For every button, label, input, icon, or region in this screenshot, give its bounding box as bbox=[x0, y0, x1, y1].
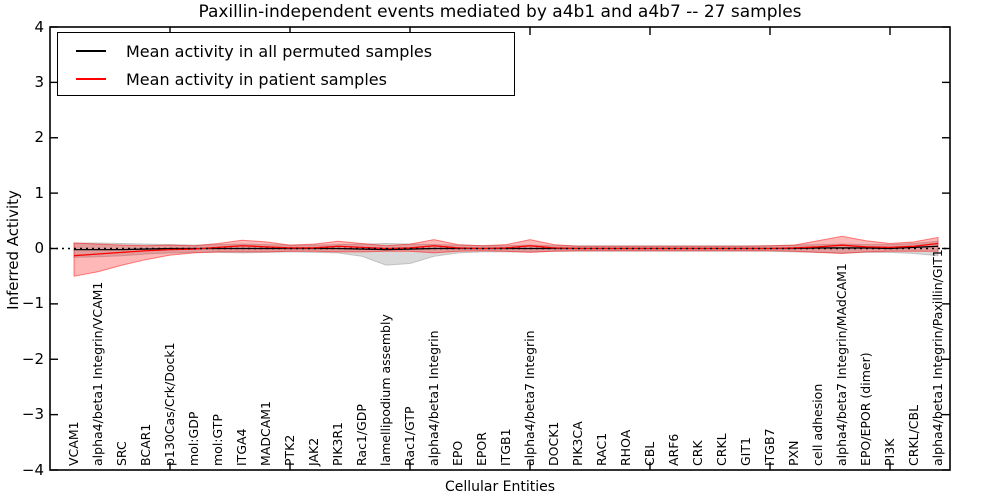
x-tick-label: alpha4/beta7 Integrin bbox=[522, 330, 537, 466]
x-tick-label: ITGB1 bbox=[498, 428, 513, 466]
patient-line-swatch-icon bbox=[76, 78, 106, 80]
x-tick-label: CRK bbox=[690, 440, 705, 466]
x-tick-label: PIK3R1 bbox=[330, 421, 345, 466]
x-tick-label: p130Cas/Crk/Dock1 bbox=[162, 342, 177, 466]
x-tick-label: PXN bbox=[786, 440, 801, 466]
y-tick-label: −3 bbox=[21, 405, 44, 424]
x-tick-label: mol:GDP bbox=[186, 411, 201, 466]
x-tick-label: EPO/EPOR (dimer) bbox=[858, 352, 873, 466]
legend-item-permuted: Mean activity in all permuted samples bbox=[58, 40, 432, 62]
x-tick-label: PTK2 bbox=[282, 434, 297, 466]
legend-label: Mean activity in all permuted samples bbox=[126, 41, 433, 61]
x-tick-label: alpha4/beta7 Integrin/MAdCAM1 bbox=[834, 263, 849, 466]
x-tick-label: RAC1 bbox=[594, 432, 609, 466]
x-tick-label: EPOR bbox=[474, 432, 489, 466]
y-tick-label: 2 bbox=[34, 128, 44, 147]
x-tick-label: alpha4/beta1 Integrin bbox=[426, 330, 441, 466]
y-tick-label: 1 bbox=[34, 183, 44, 202]
permuted-line-swatch-icon bbox=[76, 50, 106, 52]
x-tick-label: mol:GTP bbox=[210, 414, 225, 466]
x-tick-label: PIK3CA bbox=[570, 421, 585, 466]
patient-band bbox=[73, 235, 939, 277]
x-tick-label: ARF6 bbox=[666, 433, 681, 466]
chart-title: Paxillin-independent events mediated by … bbox=[198, 2, 802, 22]
x-tick-label: RHOA bbox=[618, 429, 633, 466]
legend-item-patient: Mean activity in patient samples bbox=[58, 68, 387, 90]
legend-label: Mean activity in patient samples bbox=[126, 69, 387, 89]
x-tick-label: SRC bbox=[114, 441, 129, 466]
x-tick-label: Rac1/GDP bbox=[354, 404, 369, 466]
x-tick-label: Rac1/GTP bbox=[402, 406, 417, 466]
y-tick-label: −4 bbox=[21, 460, 44, 479]
x-tick-label: PI3K bbox=[882, 438, 897, 466]
x-tick-label: lamellipodium assembly bbox=[378, 314, 393, 466]
x-axis-label: Cellular Entities bbox=[444, 479, 556, 495]
legend: Mean activity in all permuted samples Me… bbox=[57, 32, 515, 96]
x-tick-label: CBL bbox=[642, 441, 657, 466]
x-tick-label: CRKL/CBL bbox=[906, 404, 921, 466]
x-tick-label: VCAM1 bbox=[66, 421, 81, 466]
x-tick-label: DOCK1 bbox=[546, 421, 561, 466]
y-tick-label: 4 bbox=[34, 17, 44, 36]
x-tick-label: ITGA4 bbox=[234, 428, 249, 466]
x-tick-label: cell adhesion bbox=[810, 383, 825, 466]
y-tick-label: −1 bbox=[21, 294, 44, 313]
x-tick-label: EPO bbox=[450, 440, 465, 466]
y-tick-label: −2 bbox=[21, 349, 44, 368]
x-tick-label: MADCAM1 bbox=[258, 401, 273, 466]
permuted-band bbox=[73, 240, 939, 266]
x-tick-label: BCAR1 bbox=[138, 423, 153, 466]
x-tick-label: JAK2 bbox=[306, 437, 321, 466]
x-tick-label: GIT1 bbox=[738, 437, 753, 466]
x-tick-label: ITGB7 bbox=[762, 428, 777, 466]
x-tick-label: alpha4/beta1 Integrin/Paxillin/GIT1 bbox=[930, 249, 945, 466]
y-tick-label: 0 bbox=[34, 239, 44, 257]
x-tick-label: alpha4/beta1 Integrin/VCAM1 bbox=[90, 281, 105, 466]
y-tick-label: 3 bbox=[34, 72, 44, 91]
x-tick-label: CRKL bbox=[714, 433, 729, 466]
